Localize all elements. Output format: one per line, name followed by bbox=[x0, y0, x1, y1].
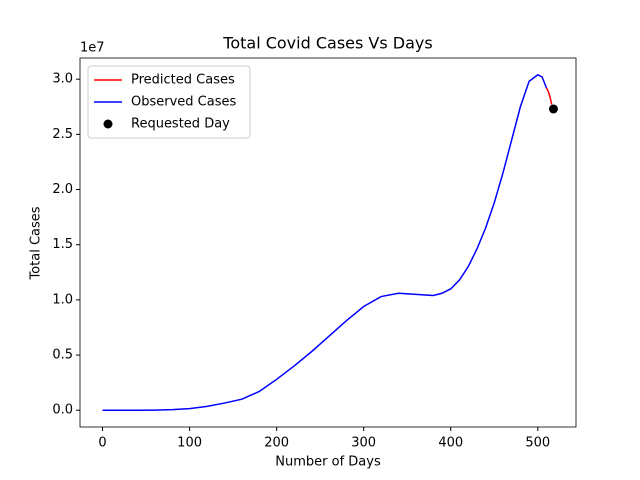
y-tick-label: 3.0 bbox=[52, 72, 73, 87]
y-axis-label: Total Cases bbox=[29, 206, 44, 280]
y-tick-label: 2.5 bbox=[52, 127, 73, 142]
x-axis-label: Number of Days bbox=[275, 455, 381, 470]
legend-box bbox=[87, 65, 251, 139]
plot-frame bbox=[79, 57, 577, 428]
x-tick-label: 100 bbox=[177, 436, 202, 451]
x-tick-label: 300 bbox=[351, 436, 376, 451]
x-tick-label: 500 bbox=[525, 436, 550, 451]
x-tick-label: 0 bbox=[98, 436, 106, 451]
y-tick-label: 2.0 bbox=[52, 182, 73, 197]
legend-label: Observed Cases bbox=[131, 95, 236, 110]
y-tick-label: 1.0 bbox=[52, 292, 73, 307]
y-tick-label: 0.0 bbox=[52, 403, 73, 418]
legend-marker bbox=[103, 119, 113, 129]
data-line bbox=[545, 87, 553, 105]
data-point bbox=[548, 104, 558, 114]
legend-label: Predicted Cases bbox=[131, 73, 235, 88]
legend-label: Requested Day bbox=[131, 117, 230, 132]
chart-title: Total Covid Cases Vs Days bbox=[222, 34, 432, 53]
x-tick-label: 400 bbox=[438, 436, 463, 451]
y-offset-label: 1e7 bbox=[80, 41, 105, 56]
data-line bbox=[102, 73, 548, 411]
y-tick-label: 1.5 bbox=[52, 237, 73, 252]
x-tick-label: 200 bbox=[264, 436, 289, 451]
y-tick-label: 0.5 bbox=[52, 348, 73, 363]
